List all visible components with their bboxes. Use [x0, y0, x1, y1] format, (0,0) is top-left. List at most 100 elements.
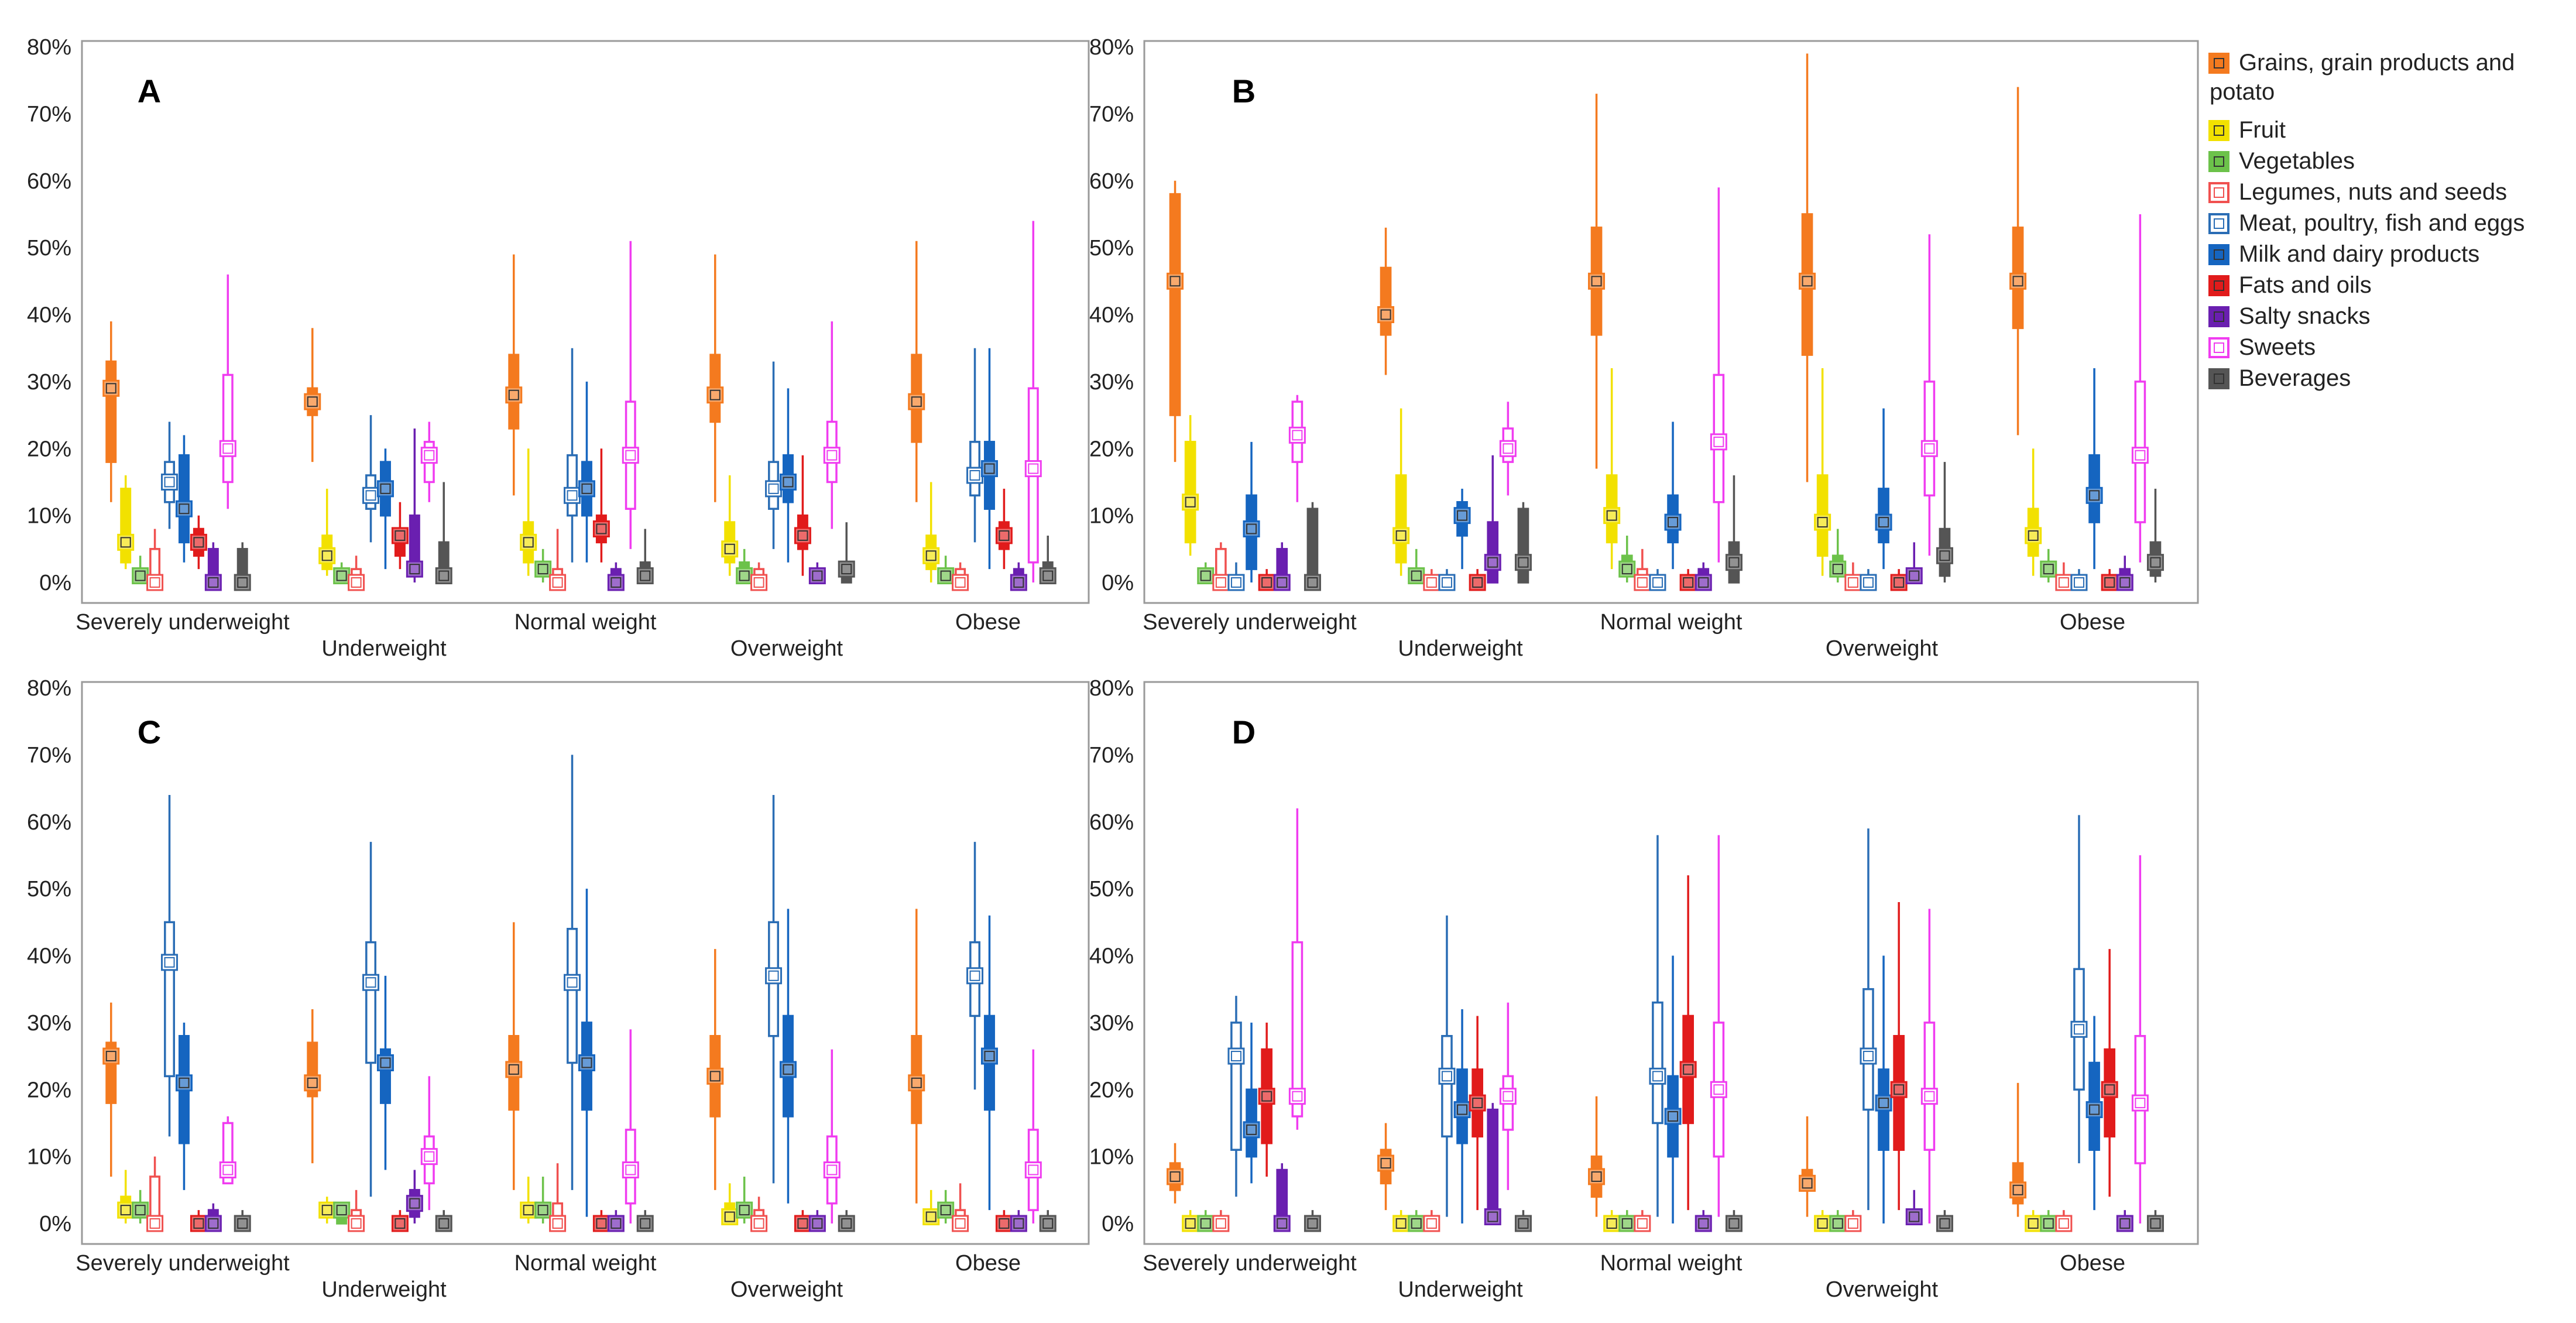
median-marker-inner: [105, 383, 116, 394]
category-group: [102, 274, 251, 591]
panel-letter: D: [1232, 714, 1256, 750]
x-category-label: Underweight: [321, 1277, 447, 1302]
median-marker: [1618, 560, 1636, 578]
median-marker: [1039, 1215, 1057, 1232]
median-marker: [204, 1215, 222, 1232]
median-marker-inner: [508, 389, 519, 400]
box-fats-and-oils: [1890, 902, 1908, 1211]
box-legumes-nuts-and-seeds: [1212, 542, 1230, 591]
box-fats-and-oils: [995, 488, 1013, 570]
legend-label: Vegetables: [2239, 148, 2355, 174]
legend-swatch-inner: [2214, 156, 2224, 167]
median-marker-inner: [1426, 1218, 1437, 1229]
box-grains-grain-products-and-potato: [1167, 180, 1184, 462]
box-meat-poultry-fish-and-eggs: [1649, 569, 1666, 591]
median-marker: [376, 480, 394, 498]
legend-swatch: [2208, 182, 2229, 203]
legend-swatch: [2208, 151, 2229, 172]
box-beverages: [1936, 462, 1953, 582]
category-group: [304, 842, 452, 1232]
x-category-label: Overweight: [1826, 1277, 1939, 1302]
median-marker: [2055, 1215, 2073, 1232]
median-marker-inner: [1668, 517, 1679, 528]
median-marker: [2009, 272, 2027, 290]
box-milk-and-dairy-products: [578, 889, 595, 1217]
box-vegetables: [534, 1176, 552, 1223]
box-meat-poultry-fish-and-eggs: [966, 842, 984, 1090]
median-marker: [1664, 513, 1682, 531]
median-marker-inner: [2135, 450, 2146, 461]
median-marker-inner: [739, 570, 750, 581]
box-grains-grain-products-and-potato: [102, 321, 120, 502]
category-group: [1167, 808, 1321, 1232]
median-marker-inner: [1621, 564, 1632, 575]
median-marker: [219, 440, 236, 457]
legend-label: Grains, grain products and potato: [2210, 50, 2515, 105]
y-tick-label: 70%: [1089, 743, 1134, 767]
median-marker-inner: [1277, 1218, 1288, 1229]
median-marker: [966, 467, 984, 484]
median-marker-inner: [911, 396, 922, 407]
median-marker-inner: [1411, 570, 1422, 581]
category-group: [2009, 87, 2164, 591]
median-marker-inner: [1909, 1211, 1920, 1222]
median-marker: [1829, 1215, 1847, 1232]
box-fats-and-oils: [1258, 569, 1275, 591]
median-marker-inner: [969, 470, 980, 481]
box-grains-grain-products-and-potato: [1799, 1116, 1816, 1217]
median-marker: [1010, 1215, 1027, 1232]
median-marker: [1860, 574, 1877, 591]
median-marker: [636, 1215, 654, 1232]
legend: Grains, grain products and potato Fruit Veg…: [2208, 50, 2524, 391]
median-marker: [1905, 567, 1923, 585]
box-grains-grain-products-and-potato: [102, 1002, 120, 1177]
median-marker: [1288, 1088, 1306, 1105]
median-marker-inner: [581, 1057, 592, 1068]
box-milk-and-dairy-products: [1243, 441, 1260, 582]
median-marker: [1829, 560, 1847, 578]
box-salty-snacks: [2116, 556, 2133, 591]
median-marker: [706, 1067, 724, 1085]
median-marker-inner: [1185, 1218, 1196, 1229]
box-milk-and-dairy-products: [175, 435, 193, 563]
category-group: [102, 795, 251, 1232]
box-vegetables: [2040, 549, 2057, 582]
box-milk-and-dairy-products: [175, 1022, 193, 1190]
median-marker-inner: [1847, 577, 1858, 588]
median-marker-inner: [1606, 510, 1617, 521]
median-marker: [1799, 272, 1816, 290]
median-marker-inner: [1894, 577, 1905, 588]
y-tick-label: 20%: [1089, 1078, 1134, 1102]
median-marker: [564, 974, 581, 991]
median-marker: [1438, 1067, 1456, 1085]
median-marker: [908, 1074, 925, 1092]
median-marker: [808, 1215, 826, 1232]
median-marker: [362, 486, 380, 504]
box-fats-and-oils: [2101, 569, 2118, 591]
median-marker-inner: [1215, 1218, 1226, 1229]
box-sweets: [622, 241, 639, 549]
box-legumes-nuts-and-seeds: [750, 562, 768, 591]
box-legumes-nuts-and-seeds: [146, 1156, 164, 1232]
median-marker: [1844, 574, 1862, 591]
box-sweets: [622, 1029, 639, 1223]
y-tick-label: 70%: [1089, 102, 1134, 126]
y-tick-label: 10%: [1089, 1145, 1134, 1170]
box-fats-and-oils: [190, 1210, 207, 1232]
box-salty-snacks: [1010, 1210, 1027, 1232]
median-marker: [706, 386, 724, 404]
box-legumes-nuts-and-seeds: [750, 1197, 768, 1232]
median-marker-inner: [610, 1218, 622, 1229]
median-marker-inner: [1215, 577, 1226, 588]
box-vegetables: [534, 549, 552, 582]
category-group: [1167, 180, 1321, 591]
median-marker-inner: [1292, 430, 1303, 441]
iqr-box: [1395, 474, 1407, 564]
median-marker: [823, 1161, 841, 1178]
median-marker-inner: [523, 1205, 534, 1216]
median-marker-inner: [596, 1218, 607, 1229]
box-fats-and-oils: [592, 448, 610, 563]
y-tick-label: 40%: [1089, 303, 1134, 328]
median-marker: [592, 1215, 610, 1232]
